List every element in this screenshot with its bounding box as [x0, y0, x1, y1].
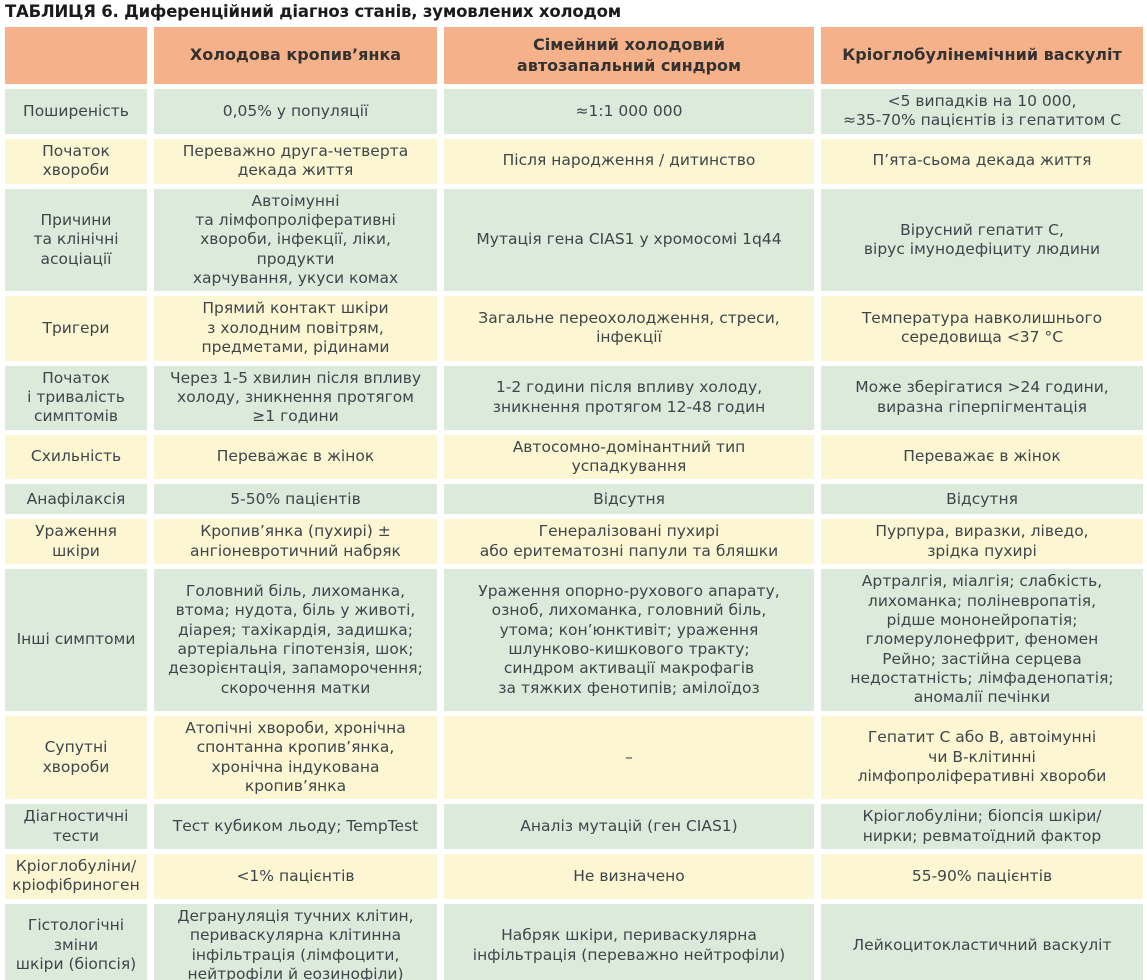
table-row: Початок і тривалість симптомів Через 1-5…	[5, 365, 1147, 430]
row-label: Супутні хвороби	[5, 715, 147, 800]
row-cell: Дегрануляція тучних клітин, периваскуляр…	[154, 903, 437, 980]
row-label: Ураження шкіри	[5, 519, 147, 565]
row-cell: Кропив’янка (пухирі) ± ангіоневротичний …	[154, 519, 437, 565]
header-cell-empty	[5, 27, 147, 84]
table-row: Діагностичні тести Тест кубиком льоду; T…	[5, 804, 1147, 849]
row-cell: Температура навколишнього середовища <37…	[821, 296, 1143, 361]
table-row: Анафілаксія 5-50% пацієнтів Відсутня Від…	[5, 484, 1147, 515]
row-cell: 0,05% у популяції	[154, 89, 437, 134]
row-cell: –	[444, 715, 814, 800]
row-cell: Мутація гена CIAS1 у хромосомі 1q44	[444, 188, 814, 292]
header-row: Холодова кропив’янка Сімейний холодовий …	[5, 27, 1147, 84]
row-cell: Автосомно-домінантний тип успадкування	[444, 434, 814, 480]
table-row: Гістологічні зміни шкіри (біопсія) Дегра…	[5, 903, 1147, 980]
table-row: Схильність Переважає в жінок Автосомно-д…	[5, 434, 1147, 480]
row-cell: Переважає в жінок	[821, 434, 1143, 480]
row-cell: Не визначено	[444, 854, 814, 899]
row-cell: Відсутня	[444, 484, 814, 515]
row-cell: Аналіз мутацій (ген CIAS1)	[444, 804, 814, 849]
row-cell: Гепатит С або В, автоімунні чи В-клітинн…	[821, 715, 1143, 800]
row-label: Тригери	[5, 296, 147, 361]
row-label: Причини та клінічні асоціації	[5, 188, 147, 292]
row-cell: <5 випадків на 10 000, ≈35-70% пацієнтів…	[821, 89, 1143, 134]
diff-diagnosis-table: Холодова кропив’янка Сімейний холодовий …	[5, 27, 1147, 980]
table-row: Причини та клінічні асоціації Автоімунні…	[5, 188, 1147, 292]
row-cell: Артралгія, міалгія; слабкість, лихоманка…	[821, 569, 1143, 711]
table-body: Поширеність 0,05% у популяції ≈1:1 000 0…	[5, 89, 1147, 980]
row-label: Діагностичні тести	[5, 804, 147, 849]
row-cell: <1% пацієнтів	[154, 854, 437, 899]
row-cell: Тест кубиком льоду; TempTest	[154, 804, 437, 849]
row-cell: ≈1:1 000 000	[444, 89, 814, 134]
row-cell: Може зберігатися >24 години, виразна гіп…	[821, 365, 1143, 430]
row-label: Гістологічні зміни шкіри (біопсія)	[5, 903, 147, 980]
row-cell: Лейкоцитокластичний васкуліт	[821, 903, 1143, 980]
row-cell: Ураження опорно-рухового апарату, озноб,…	[444, 569, 814, 711]
table-row: Поширеність 0,05% у популяції ≈1:1 000 0…	[5, 89, 1147, 134]
table-row: Тригери Прямий контакт шкіри з холодним …	[5, 296, 1147, 361]
table-row: Ураження шкіри Кропив’янка (пухирі) ± ан…	[5, 519, 1147, 565]
row-cell: Пурпура, виразки, ліведо, зрідка пухирі	[821, 519, 1143, 565]
row-cell: Головний біль, лихоманка, втома; нудота,…	[154, 569, 437, 711]
table-row: Супутні хвороби Атопічні хвороби, хроніч…	[5, 715, 1147, 800]
row-label: Початок і тривалість симптомів	[5, 365, 147, 430]
column-header-familial-cold-syndrome: Сімейний холодовий автозапальний синдром	[444, 27, 814, 84]
row-cell: Атопічні хвороби, хронічна спонтанна кро…	[154, 715, 437, 800]
row-cell: 5-50% пацієнтів	[154, 484, 437, 515]
row-label: Початок хвороби	[5, 138, 147, 184]
row-label: Кріоглобуліни/ кріофібриноген	[5, 854, 147, 899]
row-cell: Вірусний гепатит С, вірус імунодефіциту …	[821, 188, 1143, 292]
row-label: Поширеність	[5, 89, 147, 134]
row-cell: 55-90% пацієнтів	[821, 854, 1143, 899]
table-row: Інші симптоми Головний біль, лихоманка, …	[5, 569, 1147, 711]
table-row: Початок хвороби Переважно друга-четверта…	[5, 138, 1147, 184]
row-cell: Переважає в жінок	[154, 434, 437, 480]
row-label: Інші симптоми	[5, 569, 147, 711]
row-cell: Кріоглобуліни; біопсія шкіри/ нирки; рев…	[821, 804, 1143, 849]
row-cell: Автоімунні та лімфопроліферативні хвороб…	[154, 188, 437, 292]
column-header-cold-urticaria: Холодова кропив’янка	[154, 27, 437, 84]
row-cell: Генералізовані пухирі або еритематозні п…	[444, 519, 814, 565]
row-cell: Відсутня	[821, 484, 1143, 515]
row-label: Схильність	[5, 434, 147, 480]
row-cell: Набряк шкіри, периваскулярна інфільтраці…	[444, 903, 814, 980]
table-row: Кріоглобуліни/ кріофібриноген <1% пацієн…	[5, 854, 1147, 899]
row-cell: Загальне переохолодження, стреси, інфекц…	[444, 296, 814, 361]
row-cell: Через 1-5 хвилин після впливу холоду, зн…	[154, 365, 437, 430]
row-cell: Переважно друга-четверта декада життя	[154, 138, 437, 184]
page-title: ТАБЛИЦЯ 6. Диференційний діагноз станів,…	[5, 2, 622, 21]
row-cell: 1-2 години після впливу холоду, зникненн…	[444, 365, 814, 430]
column-header-cryoglobulinemic-vasculitis: Кріоглобулінемічний васкуліт	[821, 27, 1143, 84]
row-cell: Прямий контакт шкіри з холодним повітрям…	[154, 296, 437, 361]
row-cell: Після народження / дитинство	[444, 138, 814, 184]
row-label: Анафілаксія	[5, 484, 147, 515]
row-cell: П’ята-сьома декада життя	[821, 138, 1143, 184]
